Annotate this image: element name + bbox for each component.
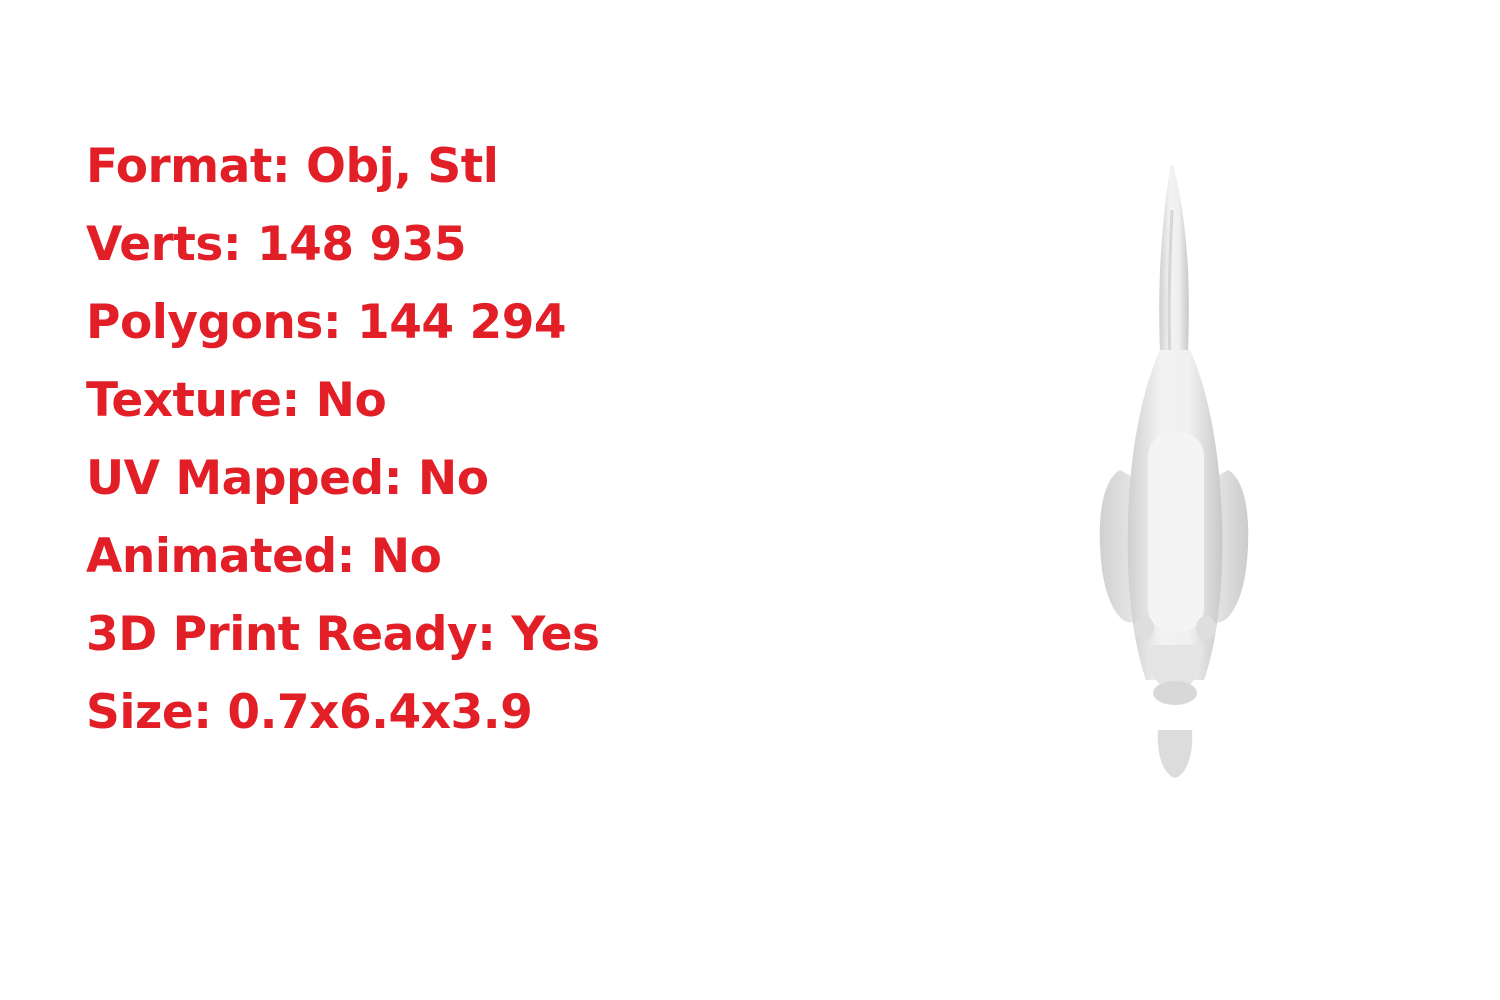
spec-format-label: Format: [86, 139, 272, 194]
fish-model-icon: [1099, 165, 1249, 778]
spec-print-ready: 3D Print Ready: Yes: [86, 607, 600, 662]
spec-verts: Verts: 148 935: [86, 217, 467, 272]
spec-polygons-value: 144 294: [357, 295, 567, 350]
spec-size-label: Size: [86, 685, 194, 740]
spec-size-value: 0.7x6.4x3.9: [227, 685, 533, 740]
spec-format: Format: Obj, Stl: [86, 139, 499, 194]
spec-format-value: Obj, Stl: [306, 139, 499, 194]
spec-animated-label: Animated: [86, 529, 337, 584]
spec-texture-label: Texture: [86, 373, 282, 428]
spec-uv-mapped-label: UV Mapped: [86, 451, 384, 506]
spec-uv-mapped-value: No: [417, 451, 489, 506]
spec-animated-value: No: [370, 529, 442, 584]
spec-texture-value: No: [315, 373, 387, 428]
model-specs-list: Format: Obj, Stl Verts: 148 935 Polygons…: [86, 128, 600, 752]
spec-verts-label: Verts: [86, 217, 223, 272]
spec-print-ready-value: Yes: [511, 607, 600, 662]
spec-verts-value: 148 935: [256, 217, 467, 272]
spec-polygons-label: Polygons: [86, 295, 323, 350]
spec-size: Size: 0.7x6.4x3.9: [86, 685, 533, 740]
spec-texture: Texture: No: [86, 373, 387, 428]
spec-uv-mapped: UV Mapped: No: [86, 451, 489, 506]
spec-print-ready-label: 3D Print Ready: [86, 607, 478, 662]
spec-polygons: Polygons: 144 294: [86, 295, 567, 350]
spec-animated: Animated: No: [86, 529, 442, 584]
